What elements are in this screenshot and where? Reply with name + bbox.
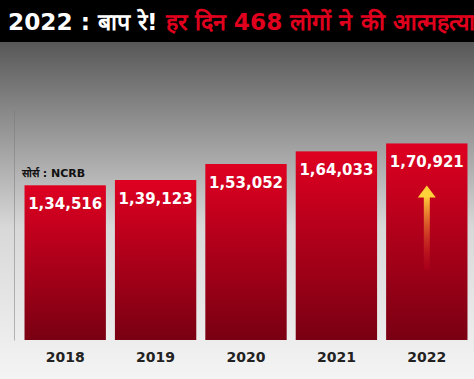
x-axis-line: [21, 340, 473, 341]
bars: [25, 143, 468, 340]
bar: [296, 151, 377, 340]
arrow-shaft: [424, 195, 430, 270]
x-tick-label: 2022: [407, 349, 446, 365]
bar: [25, 185, 106, 340]
x-tick-label: 2020: [227, 349, 266, 365]
x-tick: 2019: [136, 340, 175, 365]
bar: [115, 180, 196, 340]
data-label: 1,64,033: [299, 161, 373, 179]
y-axis-line: [14, 111, 15, 341]
bar: [205, 164, 286, 340]
title-part: 2022 : बाप रे!: [8, 8, 158, 35]
subtitle: हर दिन 468 लोगों ने की आत्महत्या: [165, 8, 474, 35]
x-axis: 2018 2019 2020 2021 2022: [21, 340, 473, 365]
x-tick: 2020: [227, 340, 266, 365]
data-label: 1,53,052: [209, 174, 283, 192]
x-tick: 2021: [317, 340, 356, 365]
arrow-head: [418, 185, 436, 197]
x-tick: 2022: [407, 340, 446, 365]
title: 2022 : बाप रे! हर दिन 468 लोगों ने की आत्…: [8, 8, 474, 35]
y-axis: [14, 111, 15, 341]
x-tick-label: 2019: [136, 349, 175, 365]
chart: 2022 : बाप रे! हर दिन 468 लोगों ने की आत्…: [0, 0, 474, 379]
x-tick-label: 2018: [46, 349, 85, 365]
data-label: 1,70,921: [390, 153, 464, 171]
data-label: 1,39,123: [119, 190, 193, 208]
bar: [386, 143, 467, 340]
x-tick: 2018: [46, 340, 85, 365]
data-labels: 1,34,516 1,39,123 1,53,052 1,64,033 1,70,921: [28, 153, 464, 213]
x-tick-label: 2021: [317, 349, 356, 365]
background: [0, 0, 474, 379]
data-label: 1,34,516: [28, 195, 102, 213]
source: सोर्स : NCRB: [21, 166, 85, 180]
